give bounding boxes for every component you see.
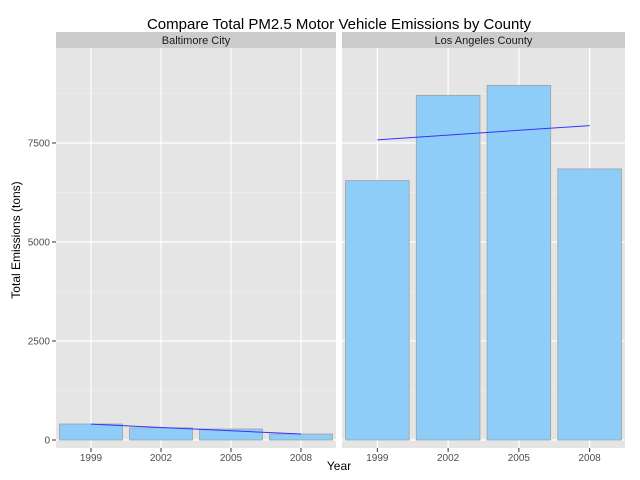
x-tick-label: 2002 [150, 453, 173, 464]
chart-title: Compare Total PM2.5 Motor Vehicle Emissi… [147, 16, 532, 33]
facet-strip [342, 32, 625, 48]
x-tick-label: 2002 [437, 453, 460, 464]
y-tick-label: 5000 [28, 238, 51, 249]
x-axis-label: Year [327, 459, 351, 473]
x-tick-label: 1999 [366, 453, 389, 464]
bar-baltimore-city-2005 [199, 428, 263, 441]
x-tick-label: 2008 [290, 453, 313, 464]
trend-line [377, 125, 590, 141]
bar-baltimore-city-1999 [59, 423, 123, 441]
y-tick-label: 0 [44, 436, 50, 447]
facet-strip-label: Los Angeles County [435, 35, 533, 47]
facet-panels: 0 2500 5000 7500 Baltimore City 1999 2002 2005 2… [28, 32, 625, 464]
trend-line [90, 423, 302, 435]
y-tick-label: 7500 [28, 139, 51, 150]
x-tick-label: 2005 [220, 453, 243, 464]
panel-background [56, 48, 336, 448]
y-tick-label: 2500 [28, 337, 51, 348]
y-axis-label: Total Emissions (tons) [9, 181, 23, 298]
x-tick-label: 2008 [579, 453, 602, 464]
bar-los-angeles-county-1999 [345, 180, 410, 441]
bar-los-angeles-county-2008 [557, 168, 622, 441]
bar-baltimore-city-2008 [269, 433, 333, 441]
bar-los-angeles-county-2002 [415, 94, 481, 441]
bar-los-angeles-county-2005 [486, 84, 552, 441]
x-tick-label: 1999 [80, 453, 103, 464]
facet-strip [56, 32, 336, 48]
facet-strip-label: Baltimore City [162, 35, 231, 47]
x-tick-label: 2005 [508, 453, 531, 464]
bar-baltimore-city-2002 [129, 427, 193, 441]
